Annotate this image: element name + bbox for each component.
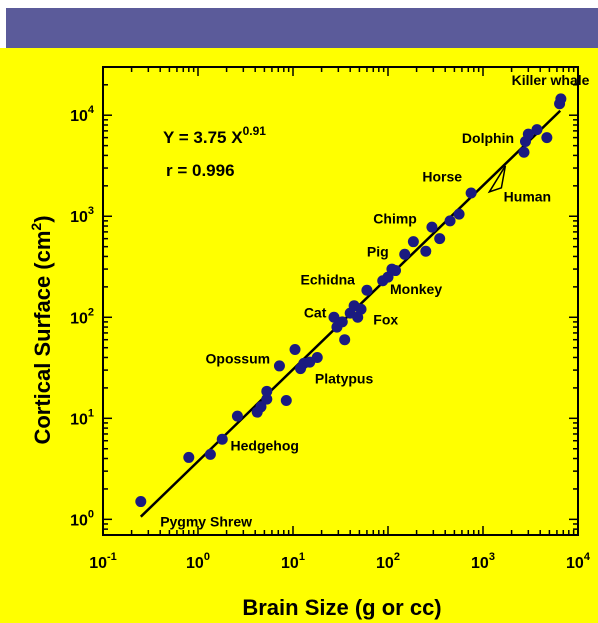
data-point bbox=[311, 351, 323, 363]
data-point bbox=[434, 233, 446, 245]
x-tick-label: 102 bbox=[376, 551, 400, 572]
point-annotation: Opossum bbox=[206, 350, 271, 366]
header-bar bbox=[6, 8, 598, 48]
data-point bbox=[420, 245, 432, 257]
data-point bbox=[453, 208, 465, 220]
data-point bbox=[289, 343, 301, 355]
x-tick-label-exponent: 3 bbox=[489, 551, 495, 563]
point-annotation: Cat bbox=[304, 304, 327, 320]
data-point bbox=[204, 448, 216, 460]
x-tick-label-base: 10 bbox=[89, 555, 107, 572]
data-point bbox=[339, 334, 351, 346]
y-tick-label: 101 bbox=[70, 407, 94, 428]
equation-main: Y = 3.75 X bbox=[163, 128, 243, 147]
data-point bbox=[541, 132, 553, 144]
x-tick-label-base: 10 bbox=[281, 555, 299, 572]
data-point bbox=[522, 128, 534, 140]
data-point bbox=[518, 146, 530, 158]
y-tick-label-exponent: 2 bbox=[88, 306, 94, 318]
data-point bbox=[531, 124, 543, 136]
human-marker bbox=[487, 165, 507, 194]
y-axis-label-main: Cortical Surface (cm bbox=[30, 231, 55, 445]
point-annotation: Hedgehog bbox=[231, 438, 299, 454]
data-point bbox=[336, 316, 348, 328]
data-point bbox=[328, 311, 340, 323]
point-annotation: Fox bbox=[373, 311, 398, 327]
y-tick-label: 104 bbox=[70, 104, 95, 125]
y-tick-label-exponent: 0 bbox=[88, 508, 94, 520]
data-point bbox=[426, 221, 438, 233]
y-tick-label: 103 bbox=[70, 205, 94, 226]
data-point bbox=[390, 265, 402, 277]
data-point bbox=[399, 248, 411, 260]
y-axis-label: Cortical Surface (cm2) bbox=[28, 215, 55, 444]
y-tick-label-exponent: 4 bbox=[88, 104, 95, 116]
header-band bbox=[0, 0, 598, 48]
data-point bbox=[280, 395, 292, 407]
x-tick-label: 103 bbox=[471, 551, 495, 572]
y-tick-label-exponent: 3 bbox=[88, 205, 94, 217]
x-tick-label: 101 bbox=[281, 551, 305, 572]
y-axis-label-end: ) bbox=[30, 215, 55, 222]
data-point bbox=[361, 284, 373, 296]
point-annotation: Pig bbox=[367, 243, 389, 259]
x-tick-label-exponent: 1 bbox=[299, 551, 305, 563]
point-annotation: Platypus bbox=[315, 371, 374, 387]
data-point bbox=[135, 496, 147, 508]
y-tick-label-base: 10 bbox=[70, 411, 88, 428]
y-tick-label-base: 10 bbox=[70, 512, 88, 529]
point-annotation: Human bbox=[504, 188, 551, 204]
x-tick-label-base: 10 bbox=[376, 555, 394, 572]
data-point bbox=[355, 303, 367, 315]
data-point bbox=[216, 433, 228, 445]
point-annotation: Dolphin bbox=[462, 130, 514, 146]
point-annotation: Echidna bbox=[301, 272, 356, 288]
x-tick-label-exponent: 2 bbox=[394, 551, 400, 563]
y-tick-label: 102 bbox=[70, 306, 94, 327]
x-tick-label-exponent: 4 bbox=[584, 551, 591, 563]
data-point bbox=[407, 236, 419, 248]
point-annotation: Monkey bbox=[390, 281, 442, 297]
x-tick-label: 104 bbox=[566, 551, 591, 572]
point-annotation: Horse bbox=[422, 169, 462, 185]
data-point bbox=[261, 393, 273, 405]
point-annotation: Chimp bbox=[373, 210, 417, 226]
data-point bbox=[444, 215, 456, 227]
point-annotation: Pygmy Shrew bbox=[160, 513, 252, 529]
x-tick-label: 100 bbox=[186, 551, 210, 572]
data-point bbox=[555, 93, 567, 105]
x-tick-label-base: 10 bbox=[186, 555, 204, 572]
equation-text: Y = 3.75 X0.91 bbox=[163, 124, 266, 147]
point-annotation: Killer whale bbox=[512, 72, 590, 88]
y-tick-label: 100 bbox=[70, 508, 94, 529]
y-tick-label-base: 10 bbox=[70, 209, 88, 226]
y-tick-label-exponent: 1 bbox=[88, 407, 94, 419]
data-point bbox=[231, 410, 243, 422]
y-axis-label-sup: 2 bbox=[28, 223, 44, 231]
data-point bbox=[255, 401, 267, 413]
data-point bbox=[183, 451, 195, 463]
x-tick-label-exponent: 0 bbox=[204, 551, 210, 563]
x-axis-label: Brain Size (g or cc) bbox=[242, 595, 441, 620]
data-point bbox=[273, 360, 285, 372]
equation-exponent: 0.91 bbox=[243, 124, 267, 138]
x-tick-label-base: 10 bbox=[471, 555, 489, 572]
x-tick-label: 10-1 bbox=[89, 551, 117, 572]
y-tick-label-base: 10 bbox=[70, 108, 88, 125]
x-tick-label-exponent: -1 bbox=[107, 551, 117, 563]
x-tick-label-base: 10 bbox=[566, 555, 584, 572]
r-value-text: r = 0.996 bbox=[166, 161, 235, 180]
y-tick-label-base: 10 bbox=[70, 310, 88, 327]
data-point bbox=[261, 385, 273, 397]
plot-frame bbox=[102, 66, 579, 536]
data-point bbox=[465, 187, 477, 199]
